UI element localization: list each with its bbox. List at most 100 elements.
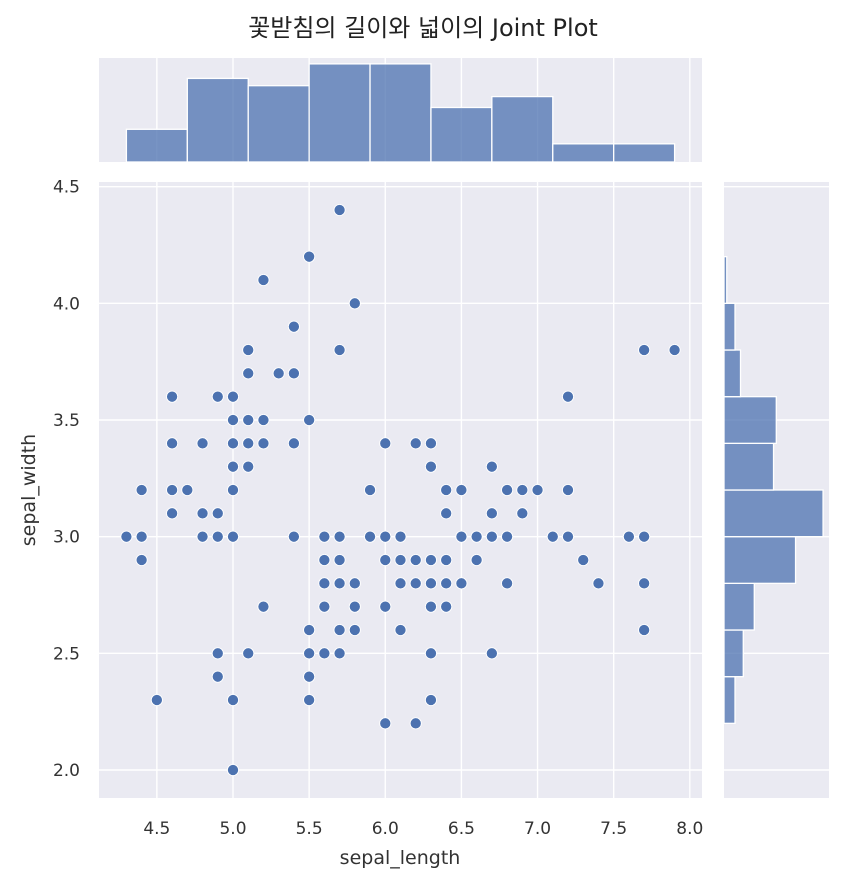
scatter-point <box>379 530 392 543</box>
scatter-points <box>120 203 681 777</box>
scatter-point <box>561 390 575 403</box>
scatter-point <box>333 203 346 217</box>
scatter-point <box>485 460 498 473</box>
scatter-point <box>150 693 163 707</box>
scatter-point <box>622 530 635 543</box>
x-tick-label: 5.5 <box>296 819 323 839</box>
y-tick-label: 2.0 <box>53 761 80 781</box>
scatter-point <box>318 600 331 613</box>
scatter-point <box>561 530 575 543</box>
marginal-x-bar <box>552 143 615 163</box>
scatter-point <box>318 530 331 543</box>
scatter-point <box>424 647 438 660</box>
scatter-point <box>501 530 514 543</box>
scatter-point <box>455 530 468 543</box>
marginal-y-bar <box>723 256 728 304</box>
scatter-point <box>470 553 483 567</box>
chart-title: 꽃받침의 길이와 넓이의 Joint Plot <box>248 14 598 42</box>
scatter-point <box>424 577 438 590</box>
scatter-point <box>501 577 514 590</box>
plot-background <box>99 182 702 798</box>
scatter-point <box>135 530 148 543</box>
scatter-point <box>424 600 438 613</box>
scatter-point <box>638 343 651 357</box>
scatter-point <box>348 577 361 590</box>
scatter-point <box>303 647 316 660</box>
scatter-point <box>440 577 453 590</box>
marginal-y-bar <box>723 676 736 724</box>
marginal-y-bar <box>723 302 736 351</box>
scatter-point <box>501 483 514 497</box>
scatter-point <box>166 437 179 450</box>
scatter-point <box>166 483 179 497</box>
marginal-x-bar <box>125 128 188 163</box>
scatter-point <box>531 483 544 497</box>
scatter-point <box>211 507 224 520</box>
scatter-point <box>333 343 346 357</box>
scatter-point <box>226 413 240 427</box>
x-tick-label: 5.0 <box>219 819 246 839</box>
scatter-point <box>470 530 483 543</box>
scatter-point <box>242 343 255 357</box>
scatter-point <box>424 460 438 473</box>
scatter-point <box>242 460 255 473</box>
x-tick-label: 6.0 <box>372 819 399 839</box>
marginal-x-bar <box>491 95 554 163</box>
scatter-point <box>409 553 422 567</box>
x-axis-label: sepal_length <box>340 847 461 869</box>
scatter-point <box>516 507 529 520</box>
marginal-x-bar <box>247 85 310 163</box>
scatter-point <box>211 647 224 660</box>
scatter-point <box>287 320 300 333</box>
scatter-point <box>318 647 331 660</box>
marginal-y-bar <box>723 349 742 398</box>
scatter-point <box>333 530 346 543</box>
scatter-point <box>379 437 392 450</box>
scatter-point <box>379 717 392 730</box>
marginal-x-bars <box>125 63 676 163</box>
marginal-y-bar <box>723 536 797 584</box>
scatter-point <box>226 530 240 543</box>
scatter-point <box>363 530 377 543</box>
marginal-y-bar <box>723 442 775 491</box>
scatter-point <box>485 530 498 543</box>
x-axis-ticks: 4.5 5.0 5.5 6.0 6.5 7.0 7.5 8.0 <box>143 819 703 839</box>
scatter-point <box>638 623 651 637</box>
scatter-point <box>287 530 300 543</box>
x-tick-label: 7.5 <box>600 819 627 839</box>
scatter-point <box>333 647 346 660</box>
scatter-point <box>394 623 407 637</box>
scatter-point <box>135 553 148 567</box>
scatter-point <box>242 367 255 380</box>
scatter-point <box>424 693 438 707</box>
scatter-point <box>561 483 575 497</box>
y-tick-label: 2.5 <box>53 644 80 664</box>
scatter-point <box>409 717 422 730</box>
y-axis-label: sepal_width <box>18 434 40 546</box>
scatter-point <box>272 367 285 380</box>
marginal-y-histogram <box>723 182 829 798</box>
marginal-x-histogram <box>99 58 702 163</box>
scatter-point <box>440 553 453 567</box>
scatter-point <box>211 390 224 403</box>
scatter-point <box>318 577 331 590</box>
scatter-point <box>181 483 194 497</box>
scatter-point <box>485 507 498 520</box>
scatter-point <box>226 693 240 707</box>
scatter-point <box>348 600 361 613</box>
y-tick-label: 4.0 <box>53 294 80 314</box>
marginal-y-bar <box>723 396 777 444</box>
scatter-point <box>318 553 331 567</box>
y-tick-label: 3.5 <box>53 411 80 431</box>
marginal-y-bar <box>723 582 755 631</box>
scatter-point <box>303 693 316 707</box>
x-tick-label: 4.5 <box>143 819 170 839</box>
scatter-point <box>638 530 651 543</box>
scatter-point <box>242 437 255 450</box>
scatter-point <box>303 670 316 683</box>
x-tick-label: 8.0 <box>676 819 703 839</box>
scatter-point <box>166 390 179 403</box>
scatter-point <box>409 437 422 450</box>
scatter-point <box>226 460 240 473</box>
marginal-x-bar <box>186 77 249 163</box>
